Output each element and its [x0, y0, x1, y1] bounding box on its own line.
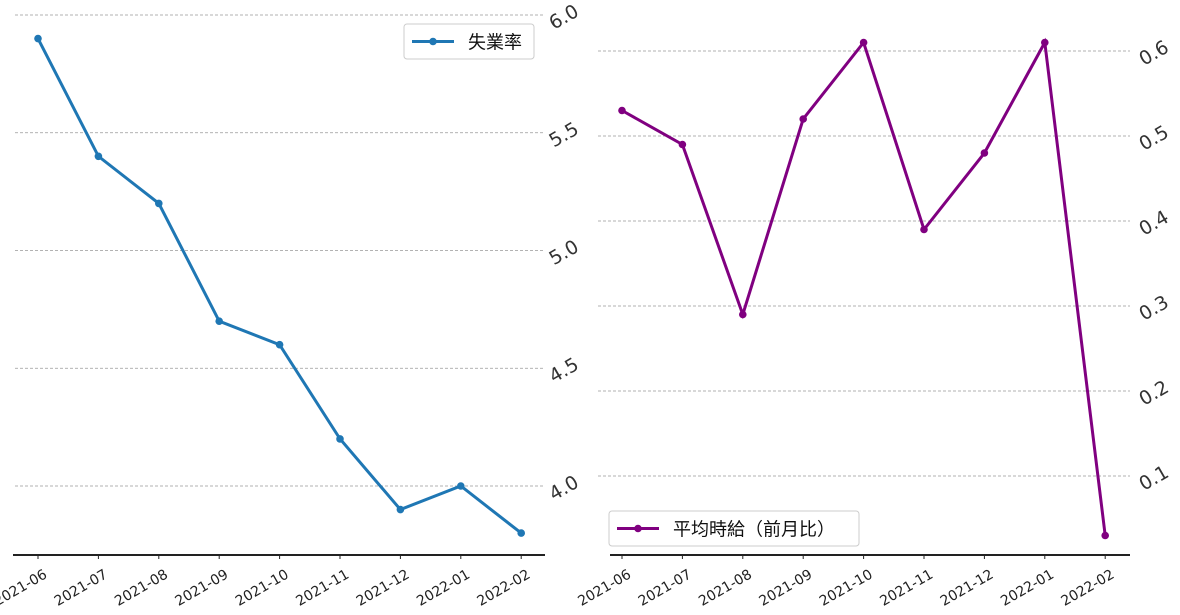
x-tick-label: 2021-09 [757, 567, 816, 610]
y-tick-label: 4.0 [545, 471, 582, 505]
y-tick-label: 0.1 [1135, 461, 1172, 495]
legend-label: 平均時給（前月比） [673, 520, 835, 541]
x-tick-label: 2021-07 [52, 567, 111, 610]
data-point [920, 225, 928, 234]
data-point [457, 482, 465, 490]
data-point [336, 435, 344, 443]
x-tick-label: 2021-08 [696, 567, 755, 610]
x-tick-label: 2021-10 [817, 567, 876, 610]
data-point [739, 310, 747, 319]
series-line [36, 37, 523, 535]
legend-marker-icon [429, 37, 437, 46]
data-point [859, 38, 868, 47]
x-tick-label: 2021-12 [354, 567, 413, 610]
x-tick-label: 2021-06 [0, 567, 50, 610]
legend: 失業率 [403, 23, 535, 60]
y-tick-label: 5.0 [545, 236, 582, 270]
data-point [155, 199, 163, 208]
data-point [517, 529, 525, 537]
x-tick-label: 2021-10 [233, 567, 292, 610]
data-point [34, 34, 42, 43]
data-point [980, 149, 989, 157]
legend-box [608, 510, 860, 547]
x-tick-label: 2022-02 [1059, 567, 1118, 610]
legend: 平均時給（前月比） [608, 510, 860, 547]
y-tick-label: 6.0 [545, 0, 582, 34]
data-point [396, 505, 405, 514]
y-tick-label: 0.4 [1135, 206, 1172, 240]
x-tick-label: 2021-11 [293, 567, 352, 610]
y-tick-label: 0.6 [1135, 36, 1172, 70]
x-tick-label: 2021-08 [112, 567, 171, 610]
x-tick-label: 2021-07 [636, 567, 695, 610]
series-line [621, 37, 1107, 536]
y-tick-label: 0.2 [1135, 376, 1172, 410]
legend-box [403, 23, 535, 60]
y-tick-label: 4.5 [545, 353, 582, 387]
data-point [1101, 531, 1109, 540]
x-tick-label: 2022-01 [414, 567, 473, 610]
y-tick-label: 0.3 [1135, 291, 1172, 325]
data-point [678, 140, 687, 149]
data-point [1041, 38, 1049, 47]
y-tick-label: 5.5 [545, 118, 582, 152]
x-tick-label: 2022-01 [998, 567, 1057, 610]
x-tick-label: 2021-09 [173, 567, 232, 610]
legend-label: 失業率 [468, 33, 522, 54]
data-point [799, 115, 807, 123]
y-tick-label: 0.5 [1135, 121, 1172, 155]
data-point [275, 340, 284, 349]
x-tick-label: 2022-02 [475, 567, 534, 610]
data-point [94, 152, 103, 161]
x-tick-label: 2021-06 [575, 567, 634, 610]
legend-marker-icon [634, 524, 642, 533]
data-point [618, 106, 626, 115]
data-point [215, 317, 223, 325]
x-tick-label: 2021-12 [938, 567, 997, 610]
x-tick-label: 2021-11 [877, 567, 936, 610]
